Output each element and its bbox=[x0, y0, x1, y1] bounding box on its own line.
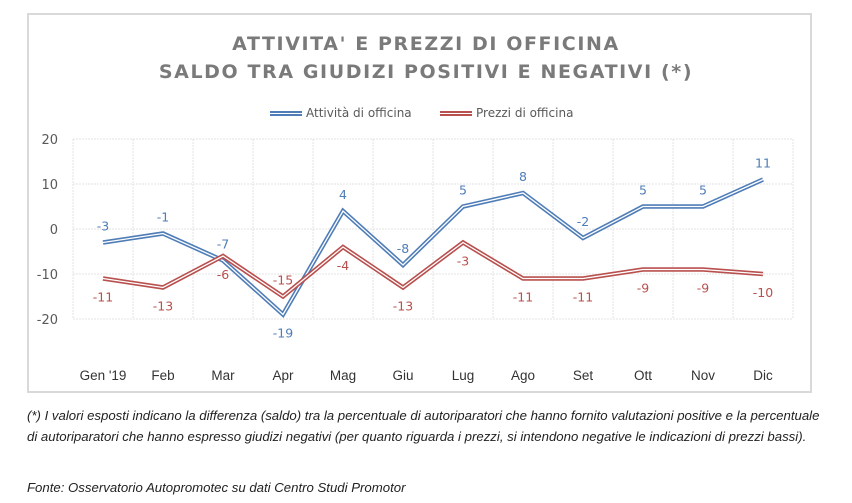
y-tick-label: -10 bbox=[37, 268, 58, 283]
chart-frame bbox=[27, 13, 812, 393]
data-label-attivita: -1 bbox=[157, 210, 169, 225]
data-label-attivita: -3 bbox=[97, 219, 109, 234]
data-label-prezzi: -11 bbox=[513, 290, 533, 305]
y-tick-label: 20 bbox=[41, 133, 58, 148]
legend-swatch-prezzi bbox=[440, 110, 472, 116]
x-tick-label: Mag bbox=[330, 368, 356, 383]
y-tick-label: 10 bbox=[41, 178, 58, 193]
y-tick-label: 0 bbox=[50, 223, 58, 238]
legend-item-attivita: Attività di officina bbox=[270, 104, 412, 122]
source-note: Fonte: Osservatorio Autopromotec su dati… bbox=[27, 480, 406, 495]
data-label-prezzi: -9 bbox=[697, 281, 710, 296]
x-tick-label: Mar bbox=[211, 368, 235, 383]
data-label-prezzi: -13 bbox=[153, 299, 173, 314]
x-tick-label: Lug bbox=[452, 368, 475, 383]
legend-swatch-attivita bbox=[270, 110, 302, 116]
data-label-prezzi: -15 bbox=[273, 273, 293, 288]
data-label-attivita: 4 bbox=[339, 187, 347, 202]
data-label-attivita: 5 bbox=[639, 183, 647, 198]
data-label-attivita: 8 bbox=[519, 169, 527, 184]
data-label-prezzi: -11 bbox=[93, 290, 113, 305]
series-line-core-prezzi bbox=[102, 241, 764, 298]
data-label-attivita: -7 bbox=[217, 237, 229, 252]
data-label-attivita: 5 bbox=[699, 183, 707, 198]
data-label-attivita: 5 bbox=[459, 183, 467, 198]
line-chart: 20 10 0 -10 -20 Gen '19 Feb Mar Apr Mag Giu Lug Ago S… bbox=[37, 133, 794, 383]
footnote: (*) I valori esposti indicano la differe… bbox=[27, 408, 820, 444]
data-label-prezzi: -11 bbox=[573, 290, 593, 305]
series-line-core-attivita bbox=[102, 178, 764, 316]
data-label-attivita: -8 bbox=[397, 241, 410, 256]
data-label-attivita: -2 bbox=[577, 214, 589, 229]
data-label-attivita: 11 bbox=[755, 156, 771, 171]
data-label-prezzi: -6 bbox=[217, 267, 230, 282]
x-tick-label: Ott bbox=[634, 368, 652, 383]
legend-label-prezzi: Prezzi di officina bbox=[476, 106, 574, 120]
data-label-prezzi: -3 bbox=[457, 254, 469, 269]
legend-label-attivita: Attività di officina bbox=[306, 106, 412, 120]
chart-title-line-1: ATTIVITA' E PREZZI DI OFFICINA bbox=[232, 33, 620, 55]
x-tick-label: Apr bbox=[272, 368, 294, 383]
chart-title-line-2: SALDO TRA GIUDIZI POSITIVI E NEGATIVI (*… bbox=[158, 61, 694, 83]
x-tick-label: Dic bbox=[753, 368, 773, 383]
data-label-prezzi: -13 bbox=[393, 299, 413, 314]
data-label-attivita: -19 bbox=[273, 326, 293, 341]
chart-title: ATTIVITA' E PREZZI DI OFFICINA SALDO TRA… bbox=[0, 30, 852, 86]
x-tick-label: Feb bbox=[151, 368, 174, 383]
data-label-prezzi: -4 bbox=[337, 258, 350, 273]
data-label-prezzi: -9 bbox=[637, 281, 650, 296]
y-tick-label: -20 bbox=[37, 313, 58, 328]
x-tick-label: Set bbox=[573, 368, 594, 383]
chart-legend: Attività di officina Prezzi di officina bbox=[0, 104, 852, 122]
legend-item-prezzi: Prezzi di officina bbox=[440, 104, 573, 122]
x-tick-label: Giu bbox=[392, 368, 413, 383]
x-tick-label: Ago bbox=[511, 368, 535, 383]
x-tick-label: Gen '19 bbox=[80, 368, 127, 383]
data-label-prezzi: -10 bbox=[753, 285, 773, 300]
x-tick-label: Nov bbox=[691, 368, 715, 383]
